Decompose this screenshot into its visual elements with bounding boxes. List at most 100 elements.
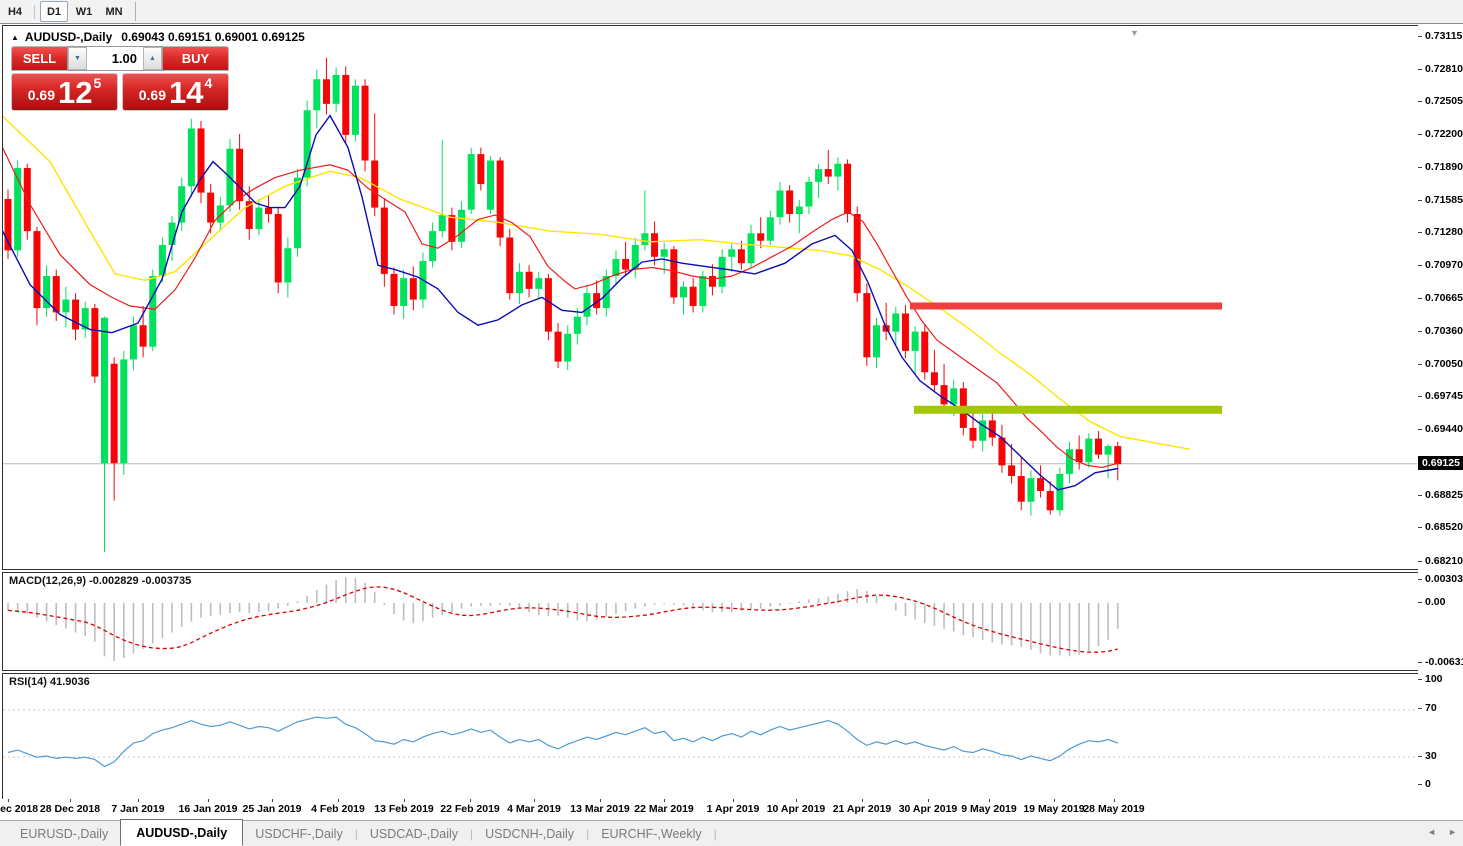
price-axis-tick: 0.72810 [1418,63,1463,75]
tab-separator: | [470,826,474,841]
chart-tab-bar: ◄ ► EURUSD-,Daily AUDUSD-,Daily USDCHF-,Da… [0,819,1463,846]
macd-chart[interactable] [3,573,1417,668]
date-axis-label: 7 Jan 2019 [111,803,165,815]
date-axis-label: 1 Apr 2019 [706,803,760,815]
volume-increase-icon[interactable]: ▲ [143,47,162,70]
volume-stepper: ▼ ▲ [67,46,163,71]
date-axis-label: 10 Apr 2019 [766,803,826,815]
timeframe-toolbar: H4 D1 W1 MN [0,0,1463,24]
date-axis-label: 19 May 2019 [1023,803,1085,815]
support-line [914,405,1222,414]
price-axis-tick: 0.69440 [1418,423,1463,435]
main-chart-pane[interactable]: ▲ AUDUSD-,Daily 0.69043 0.69151 0.69001 … [2,25,1420,570]
tab-scroll-right-icon[interactable]: ► [1448,827,1457,837]
chart-window: ▲ AUDUSD-,Daily 0.69043 0.69151 0.69001 … [0,23,1463,821]
date-axis-tick-mark [272,799,273,802]
price-axis-tick: 0.70665 [1418,292,1463,304]
chart-shift-icon[interactable]: ▼ [1130,28,1139,38]
collapse-trade-panel-icon[interactable]: ▲ [11,32,19,42]
date-axis-label: 21 Apr 2019 [832,803,892,815]
tab-usdcad[interactable]: USDCAD-,Daily [369,826,459,841]
price-axis-tick: 0.71890 [1418,161,1463,173]
macd-axis-tick: 0.00 [1418,596,1463,608]
chart-ohlc-values: 0.69043 0.69151 0.69001 0.69125 [121,30,305,44]
date-axis-tick-mark [70,799,71,802]
macd-axis-tick: 0.003035 [1418,573,1463,585]
buy-price-prefix: 0.69 [138,87,166,103]
buy-price-button[interactable]: 0.69 14 4 [122,73,229,111]
date-axis-tick-mark [989,799,990,802]
buy-button[interactable]: BUY [163,46,229,71]
tab-usdchf[interactable]: USDCHF-,Daily [255,826,343,841]
tab-scroll-left-icon[interactable]: ◄ [1427,827,1437,837]
tab-usdcnh[interactable]: USDCNH-,Daily [485,826,575,841]
date-axis-label: 28 May 2019 [1083,803,1145,815]
tab-separator: | [713,826,717,841]
date-axis-tick-mark [208,799,209,802]
sell-price-pip: 5 [93,75,102,91]
price-axis-tick: 0.71280 [1418,226,1463,238]
current-price-tag: 0.69125 [1418,455,1463,470]
sell-price-prefix: 0.69 [27,87,55,103]
price-axis-tick: 0.68210 [1418,555,1463,567]
tab-eurusd[interactable]: EURUSD-,Daily [20,826,109,841]
price-axis-tick: 0.69745 [1418,390,1463,402]
rsi-chart[interactable] [3,674,1417,798]
date-axis-tick-mark [733,799,734,802]
price-axis-tick: 0.72505 [1418,95,1463,107]
chart-symbol-label: AUDUSD-,Daily [24,30,113,44]
price-axis-tick: 0.71585 [1418,194,1463,206]
date-axis-tick-mark [8,799,9,802]
sell-price-button[interactable]: 0.69 12 5 [11,73,118,111]
volume-input[interactable] [87,47,143,70]
chart-title: ▲ AUDUSD-,Daily 0.69043 0.69151 0.69001 … [11,30,305,44]
date-axis-tick-mark [470,799,471,802]
date-axis-label: 19 Dec 2018 [0,803,39,815]
date-axis-tick-mark [534,799,535,802]
timeframe-button-w1[interactable]: W1 [75,5,93,18]
tab-separator: | [354,826,358,841]
timeframe-button-d1[interactable]: D1 [40,1,68,22]
price-axis-tick: 0.68520 [1418,521,1463,533]
resistance-line [910,302,1222,310]
date-axis-label: 16 Jan 2019 [178,803,238,815]
volume-decrease-icon[interactable]: ▼ [68,47,87,70]
date-axis-tick-mark [138,799,139,802]
one-click-trading-panel: SELL ▼ ▲ BUY 0.69 12 5 0.69 [11,46,229,111]
rsi-label: RSI(14) 41.9036 [9,676,90,688]
toolbar-separator [34,4,35,19]
date-axis-tick-mark [600,799,601,802]
date-axis-label: 4 Feb 2019 [311,803,365,815]
timeframe-button-h4[interactable]: H4 [7,5,23,18]
date-axis-tick-mark [862,799,863,802]
price-axis-tick: 0.70360 [1418,325,1463,337]
price-axis-tick: 0.70970 [1418,259,1463,271]
timeframe-button-mn[interactable]: MN [105,5,123,18]
tab-eurchf[interactable]: EURCHF-,Weekly [601,826,702,841]
tab-scroll-controls: ◄ ► [1427,827,1457,837]
date-axis-tick-mark [338,799,339,802]
sell-button[interactable]: SELL [11,46,67,71]
buy-price-big: 14 [168,75,204,111]
macd-axis-tick: -0.006311 [1418,656,1463,668]
macd-label: MACD(12,26,9) -0.002829 -0.003735 [9,575,192,587]
date-axis-label: 28 Dec 2018 [39,803,101,815]
price-axis-tick: 0.70050 [1418,358,1463,370]
price-axis-tick: 0.68825 [1418,489,1463,501]
macd-pane[interactable]: MACD(12,26,9) -0.002829 -0.003735 [2,572,1420,671]
toolbar-separator [135,2,136,21]
date-axis-label: 4 Mar 2019 [507,803,561,815]
rsi-axis-tick: 30 [1418,750,1463,762]
date-axis-tick-mark [1054,799,1055,802]
tab-audusd[interactable]: AUDUSD-,Daily [120,819,244,846]
candlestick-chart[interactable] [3,26,1417,567]
date-axis-label: 22 Feb 2019 [440,803,500,815]
rsi-pane[interactable]: RSI(14) 41.9036 [2,673,1420,801]
date-axis-label: 30 Apr 2019 [898,803,958,815]
date-axis-label: 22 Mar 2019 [634,803,694,815]
price-axis[interactable]: 0.73115 0.72810 0.72505 0.72200 0.71890 0.715… [1418,24,1463,821]
rsi-axis-tick: 70 [1418,702,1463,714]
date-axis-tick-mark [928,799,929,802]
